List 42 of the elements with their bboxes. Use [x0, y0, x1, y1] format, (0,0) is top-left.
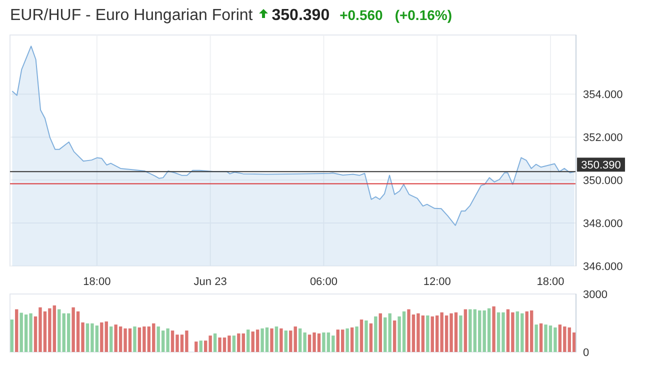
bar: [539, 323, 543, 352]
bar: [133, 326, 136, 352]
x-tick-label: Jun 23: [194, 276, 227, 288]
y-tick-label: 3000: [583, 289, 608, 301]
bar: [530, 310, 534, 352]
bar: [364, 320, 368, 352]
x-tick-label: 18:00: [536, 276, 564, 288]
text: (+0.16%): [394, 7, 452, 23]
y-tick-label: 0: [583, 347, 590, 359]
x-tick-label: 18:00: [83, 276, 111, 288]
bar: [534, 324, 538, 352]
bar: [516, 311, 520, 352]
bar: [384, 317, 387, 352]
bar: [10, 320, 14, 352]
text: +0.560: [340, 7, 383, 23]
bar: [392, 320, 396, 352]
bar: [459, 315, 462, 352]
bar: [355, 326, 358, 352]
bar: [110, 326, 113, 352]
bar: [346, 328, 349, 352]
y-tick-label: 348.000: [583, 218, 623, 230]
bar: [58, 309, 61, 352]
y-tick-label: 346.000: [583, 261, 623, 273]
bar: [369, 323, 373, 352]
bar: [426, 315, 430, 352]
ref-line-label: 350.390: [581, 160, 621, 172]
chart-title: EUR/HUF - Euro Hungarian Forint: [10, 7, 253, 25]
bar: [378, 313, 382, 352]
bar: [492, 306, 496, 352]
x-tick-label: 12:00: [423, 276, 451, 288]
bar: [350, 327, 354, 352]
text: 350.390: [272, 7, 330, 25]
bar: [464, 309, 468, 352]
bar: [360, 320, 364, 352]
y-tick-label: 352.000: [583, 132, 623, 144]
y-tick-label: 354.000: [583, 89, 623, 102]
bar: [15, 309, 18, 352]
y-tick-label: 350.000: [583, 175, 623, 188]
bar: [66, 313, 70, 352]
x-tick-label: 06:00: [310, 276, 338, 288]
bar: [374, 316, 378, 352]
bar: [388, 313, 392, 352]
